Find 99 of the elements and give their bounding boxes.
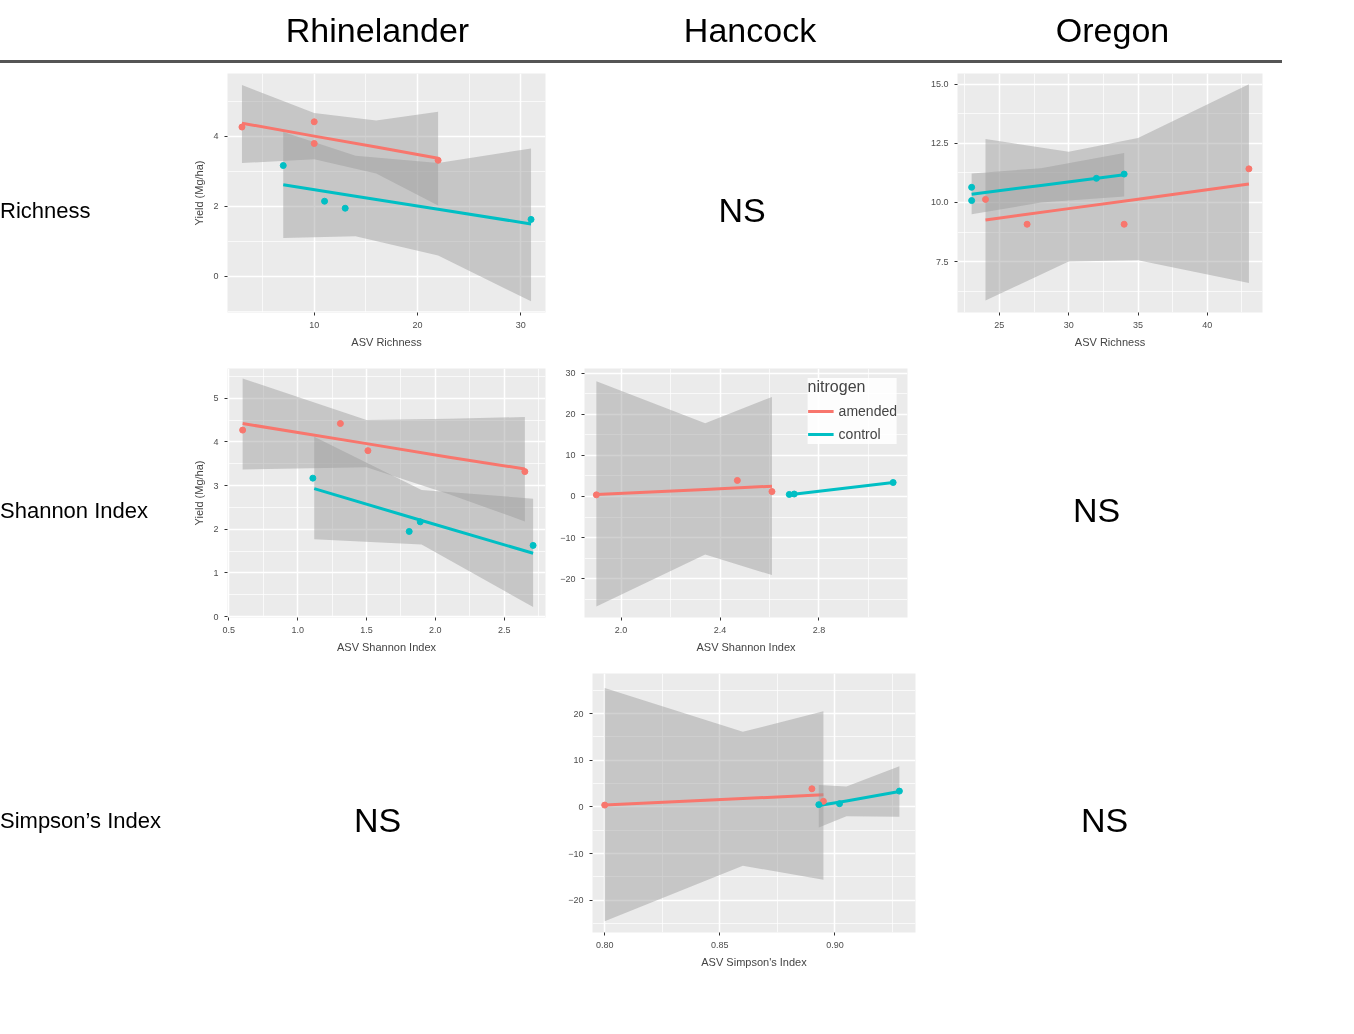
text: Shannon Index — [0, 496, 149, 525]
text: Hancock — [683, 9, 817, 51]
x-tick-label: 2.4 — [713, 624, 727, 635]
x-axis-title: ASV Richness — [351, 335, 423, 348]
point — [733, 476, 741, 484]
y-tick-label: 5 — [213, 393, 219, 404]
x-tick-label: 0.85 — [711, 939, 729, 950]
point — [601, 801, 609, 809]
x-tick-label: 10 — [309, 319, 320, 330]
text: NS — [1080, 800, 1129, 842]
point — [310, 118, 318, 126]
point — [321, 197, 329, 205]
y-tick-label: 3 — [213, 480, 219, 491]
text: NS — [353, 800, 402, 842]
point — [1092, 174, 1100, 182]
text: Richness — [0, 196, 91, 225]
point — [239, 426, 247, 434]
y-tick-label: −20 — [560, 573, 576, 584]
point — [341, 204, 349, 212]
x-tick-label: 35 — [1133, 319, 1144, 330]
point — [790, 490, 798, 498]
x-tick-label: 2.0 — [429, 624, 442, 635]
point — [521, 468, 529, 476]
y-tick-label: 4 — [213, 131, 219, 142]
y-tick-label: 0 — [578, 801, 584, 812]
x-tick-label: 0.80 — [595, 939, 614, 950]
legend-title: nitrogen — [807, 378, 867, 396]
x-tick-label: 40 — [1202, 319, 1213, 330]
point — [364, 447, 372, 455]
point — [279, 162, 287, 170]
x-tick-label: 0.5 — [222, 624, 236, 635]
y-tick-label: 0 — [213, 611, 219, 622]
point — [982, 195, 989, 203]
y-tick-label: 12.5 — [930, 138, 949, 149]
x-tick-label: 1.0 — [291, 624, 304, 635]
point — [434, 156, 442, 164]
x-tick-label: 2.0 — [614, 624, 628, 635]
legend-label: control — [838, 426, 881, 442]
point — [836, 800, 844, 808]
y-tick-label: 2 — [213, 524, 219, 535]
point — [1120, 220, 1128, 228]
text: NS — [718, 190, 766, 232]
point — [968, 183, 976, 191]
text: Oregon — [1055, 9, 1170, 51]
point — [309, 474, 317, 482]
point — [808, 785, 816, 793]
x-tick-label: 2.5 — [497, 624, 511, 635]
y-tick-label: 30 — [565, 368, 576, 379]
point — [310, 139, 318, 147]
y-tick-label: 2 — [213, 201, 219, 212]
text: NS — [1072, 490, 1121, 532]
line-series — [984, 182, 1251, 222]
y-axis-title: Yield (Mg/ha) — [193, 460, 206, 526]
x-axis-title: ASV Shannon Index — [696, 640, 797, 653]
y-tick-label: 4 — [213, 436, 219, 447]
point — [336, 420, 344, 428]
point — [1245, 165, 1253, 173]
y-tick-label: −10 — [560, 532, 576, 543]
y-tick-label: 7.5 — [935, 256, 949, 267]
point — [815, 801, 823, 809]
y-tick-label: 20 — [565, 409, 576, 420]
y-tick-label: 0 — [213, 271, 219, 282]
x-tick-label: 25 — [994, 319, 1005, 330]
text: Simpson’s Index — [0, 806, 162, 835]
y-tick-label: 10 — [573, 755, 584, 766]
line-series — [281, 183, 533, 226]
point — [895, 787, 903, 795]
point — [592, 491, 600, 499]
point — [819, 797, 827, 805]
point — [889, 479, 897, 486]
x-axis-title: ASV Richness — [1074, 335, 1146, 348]
x-tick-label: 30 — [1063, 319, 1074, 330]
point — [527, 215, 535, 223]
y-tick-label: 15.0 — [930, 79, 949, 90]
x-axis-title: ASV Simpson's Index — [701, 955, 808, 968]
y-tick-label: 10 — [565, 450, 576, 461]
point — [238, 123, 246, 131]
y-tick-label: 1 — [213, 567, 219, 578]
point — [968, 197, 976, 205]
point — [416, 518, 424, 526]
x-axis-title: ASV Shannon Index — [336, 640, 437, 653]
y-tick-label: −10 — [568, 848, 584, 859]
point — [529, 541, 537, 549]
point — [768, 488, 776, 496]
x-tick-label: 0.90 — [826, 939, 844, 950]
y-tick-label: 20 — [573, 708, 584, 719]
point — [1023, 220, 1031, 228]
x-tick-label: 30 — [515, 319, 526, 330]
y-tick-label: −20 — [568, 895, 584, 906]
x-tick-label: 2.8 — [812, 624, 826, 635]
y-axis-title: Yield (Mg/ha) — [193, 160, 206, 226]
point — [405, 527, 413, 535]
y-tick-label: 10.0 — [930, 197, 949, 208]
point — [1120, 170, 1128, 178]
x-tick-label: 1.5 — [360, 624, 373, 635]
x-tick-label: 20 — [412, 319, 423, 330]
y-tick-label: 0 — [570, 491, 576, 502]
legend-label: amended — [838, 403, 897, 419]
text: Rhinelander — [285, 9, 470, 51]
